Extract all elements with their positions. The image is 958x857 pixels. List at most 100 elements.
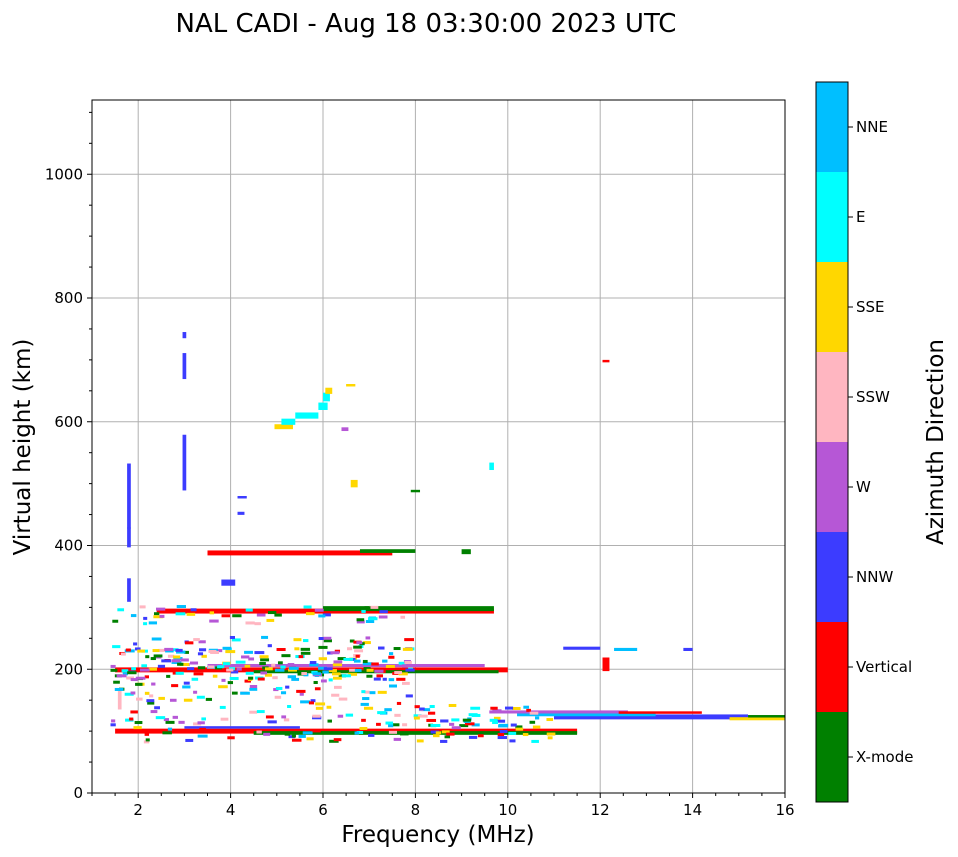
ionogram-echo bbox=[222, 646, 232, 650]
ionogram-echo bbox=[356, 620, 365, 624]
ionogram-trace bbox=[117, 690, 122, 710]
ionogram-echo bbox=[301, 672, 307, 676]
ionogram-echo bbox=[220, 717, 229, 721]
ionogram-echo bbox=[152, 649, 160, 653]
ionogram-echo bbox=[300, 700, 311, 704]
ionogram-echo bbox=[245, 671, 254, 675]
ionogram-echo bbox=[117, 608, 125, 612]
ionogram-echo bbox=[402, 681, 410, 685]
ionogram-echo bbox=[287, 704, 292, 708]
ionogram-echo bbox=[379, 610, 388, 614]
ionogram-echo bbox=[146, 699, 155, 703]
ionogram-trace bbox=[325, 387, 333, 394]
ionogram-trace bbox=[221, 579, 236, 586]
ionogram-echo bbox=[363, 641, 371, 645]
ionogram-echo bbox=[523, 705, 530, 709]
ionogram-echo bbox=[440, 739, 448, 743]
data-marks bbox=[110, 332, 785, 744]
ionogram-echo bbox=[172, 648, 179, 652]
ionogram-echo bbox=[274, 695, 282, 699]
ionogram-echo bbox=[275, 686, 283, 690]
ionogram-echo bbox=[546, 718, 554, 722]
ionogram-echo bbox=[361, 690, 366, 694]
ionogram-echo bbox=[499, 730, 508, 734]
ionogram-echo bbox=[254, 622, 261, 626]
ionogram-echo bbox=[356, 641, 363, 645]
ionogram-echo bbox=[531, 739, 539, 743]
ionogram-echo bbox=[400, 615, 406, 619]
ionogram-echo bbox=[322, 670, 329, 674]
ionogram-echo bbox=[193, 722, 202, 726]
ionogram-echo bbox=[323, 667, 333, 671]
ionogram-echo bbox=[201, 654, 207, 658]
ionogram-echo bbox=[398, 672, 408, 676]
ionogram-echo bbox=[313, 680, 318, 684]
ionogram-echo bbox=[110, 664, 116, 668]
ionogram-echo bbox=[120, 652, 126, 656]
ionogram-trace bbox=[563, 646, 601, 650]
ionogram-echo bbox=[199, 648, 207, 652]
ionogram-echo bbox=[394, 713, 401, 717]
ionogram-echo bbox=[374, 669, 384, 673]
ionogram-echo bbox=[492, 721, 498, 725]
ionogram-echo bbox=[249, 687, 258, 691]
ionogram-echo bbox=[312, 716, 322, 720]
ionogram-echo bbox=[470, 706, 481, 710]
ionogram-echo bbox=[402, 647, 413, 651]
ionogram-echo bbox=[396, 677, 406, 681]
ionogram-echo bbox=[176, 650, 186, 654]
ionogram-echo bbox=[309, 661, 317, 665]
ionogram-trace bbox=[729, 717, 785, 721]
ionogram-echo bbox=[121, 669, 129, 673]
ionogram-echo bbox=[388, 684, 398, 688]
ionogram-echo bbox=[263, 732, 271, 736]
ionogram-echo bbox=[259, 655, 269, 659]
ionogram-echo bbox=[315, 702, 326, 706]
ionogram-echo bbox=[249, 684, 258, 688]
ionogram-trace bbox=[346, 384, 356, 387]
x-tick-label: 12 bbox=[591, 801, 610, 819]
ionogram-echo bbox=[217, 665, 225, 669]
x-tick-label: 10 bbox=[498, 801, 517, 819]
ionogram-echo bbox=[495, 719, 506, 723]
ionogram-echo bbox=[257, 677, 265, 681]
ionogram-echo bbox=[364, 690, 370, 694]
ionogram-trace bbox=[127, 527, 131, 548]
ionogram-trace bbox=[359, 549, 416, 553]
ionogram-echo bbox=[468, 735, 478, 739]
ionogram-echo bbox=[183, 698, 193, 702]
ionogram-echo bbox=[459, 724, 469, 728]
ionogram-echo bbox=[362, 697, 370, 701]
ionogram-echo bbox=[427, 711, 436, 715]
y-axis-label: Virtual height (km) bbox=[10, 339, 36, 556]
ionogram-echo bbox=[113, 680, 120, 684]
ionogram-echo bbox=[267, 644, 272, 648]
ionogram-echo bbox=[320, 679, 327, 683]
y-tick-label: 600 bbox=[54, 413, 83, 431]
ionogram-trace bbox=[323, 392, 330, 402]
ionogram-echo bbox=[300, 647, 310, 651]
ionogram-echo bbox=[291, 734, 296, 738]
x-tick-label: 14 bbox=[683, 801, 702, 819]
ionogram-trace bbox=[295, 412, 319, 419]
ionogram-echo bbox=[377, 690, 387, 694]
ionogram-echo bbox=[414, 705, 420, 709]
ionogram-echo bbox=[338, 697, 348, 701]
ionogram-echo bbox=[165, 649, 174, 653]
ionogram-echo bbox=[328, 678, 333, 682]
ionogram-echo bbox=[280, 665, 286, 669]
ionogram-echo bbox=[171, 660, 182, 664]
ionogram-trace bbox=[274, 424, 293, 430]
ionogram-echo bbox=[393, 737, 402, 741]
ionogram-echo bbox=[261, 635, 269, 639]
ionogram-echo bbox=[177, 662, 184, 666]
ionogram-echo bbox=[265, 715, 274, 719]
ionogram-echo bbox=[144, 675, 149, 679]
ionogram-echo bbox=[172, 655, 181, 659]
ionogram-echo bbox=[130, 614, 137, 618]
ionogram-echo bbox=[417, 714, 428, 718]
colorbar-segment bbox=[816, 712, 848, 802]
ionogram-echo bbox=[245, 621, 255, 625]
ionogram-echo bbox=[159, 614, 165, 618]
ionogram-echo bbox=[124, 692, 134, 696]
